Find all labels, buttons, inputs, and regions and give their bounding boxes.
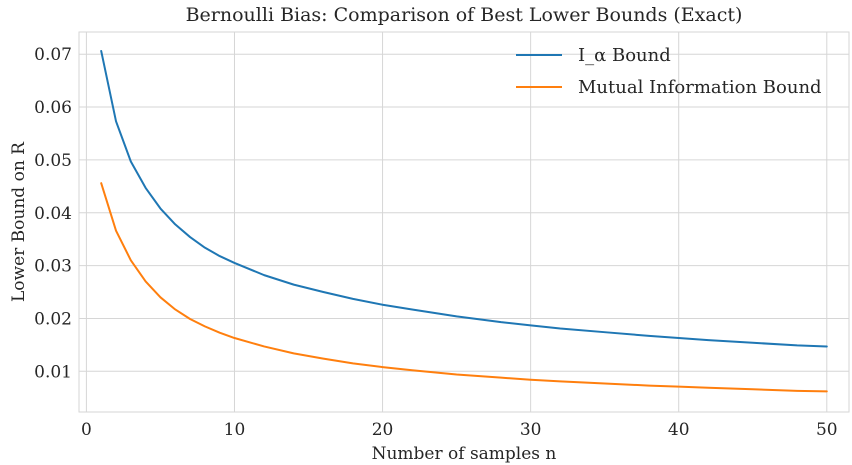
y-axis-label: Lower Bound on R (9, 141, 29, 302)
x-tick-label: 20 (372, 420, 394, 440)
x-tick-label: 40 (668, 420, 690, 440)
legend: I_α Bound Mutual Information Bound (516, 45, 822, 98)
x-tick-label: 30 (520, 420, 542, 440)
y-tick-label: 0.01 (34, 362, 72, 382)
y-tick-label: 0.04 (34, 204, 72, 224)
grid-layer (79, 32, 849, 412)
chart-title: Bernoulli Bias: Comparison of Best Lower… (186, 4, 743, 26)
y-tick-label: 0.07 (34, 45, 72, 65)
series-layer (100, 50, 828, 393)
plot-frame (78, 31, 850, 413)
x-tick-label: 50 (816, 420, 838, 440)
x-tick-label: 0 (81, 420, 92, 440)
series-line-ialpha (100, 50, 828, 348)
tick-layer: 0 10 20 30 40 50 0.01 0.02 0.03 0.04 0.05 0.06 0.07 (34, 45, 837, 440)
legend-label-ialpha: I_α Bound (578, 45, 671, 66)
x-axis-label: Number of samples n (372, 444, 557, 464)
legend-label-mutual-information: Mutual Information Bound (578, 77, 822, 98)
y-tick-label: 0.03 (34, 257, 72, 277)
x-tick-label: 10 (224, 420, 246, 440)
y-tick-label: 0.02 (34, 309, 72, 329)
y-tick-label: 0.05 (34, 151, 72, 171)
y-tick-label: 0.06 (34, 98, 72, 118)
series-line-mutual-information (100, 182, 828, 393)
